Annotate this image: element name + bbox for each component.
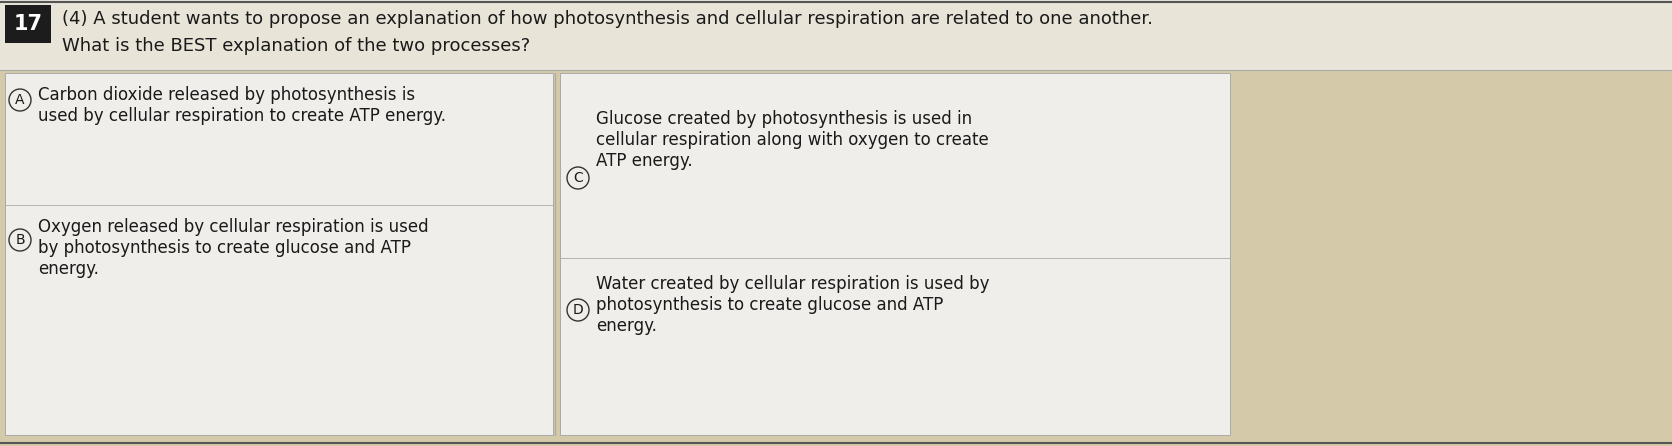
Text: Oxygen released by cellular respiration is used: Oxygen released by cellular respiration …: [38, 218, 428, 236]
Text: (4) A student wants to propose an explanation of how photosynthesis and cellular: (4) A student wants to propose an explan…: [62, 10, 1154, 28]
Text: Water created by cellular respiration is used by: Water created by cellular respiration is…: [595, 275, 990, 293]
Text: C: C: [573, 171, 584, 185]
Text: by photosynthesis to create glucose and ATP: by photosynthesis to create glucose and …: [38, 239, 411, 257]
Text: B: B: [15, 233, 25, 247]
Text: energy.: energy.: [38, 260, 99, 278]
Text: Glucose created by photosynthesis is used in: Glucose created by photosynthesis is use…: [595, 110, 971, 128]
Text: cellular respiration along with oxygen to create: cellular respiration along with oxygen t…: [595, 131, 988, 149]
Text: ATP energy.: ATP energy.: [595, 152, 692, 170]
FancyBboxPatch shape: [5, 5, 52, 43]
Text: used by cellular respiration to create ATP energy.: used by cellular respiration to create A…: [38, 107, 446, 125]
FancyBboxPatch shape: [0, 0, 1672, 70]
Text: A: A: [15, 93, 25, 107]
Text: D: D: [572, 303, 584, 317]
Text: What is the BEST explanation of the two processes?: What is the BEST explanation of the two …: [62, 37, 530, 55]
FancyBboxPatch shape: [5, 73, 553, 435]
Text: 17: 17: [13, 14, 42, 34]
Text: photosynthesis to create glucose and ATP: photosynthesis to create glucose and ATP: [595, 296, 943, 314]
FancyBboxPatch shape: [560, 73, 1231, 435]
Text: Carbon dioxide released by photosynthesis is: Carbon dioxide released by photosynthesi…: [38, 86, 415, 104]
Text: energy.: energy.: [595, 317, 657, 335]
